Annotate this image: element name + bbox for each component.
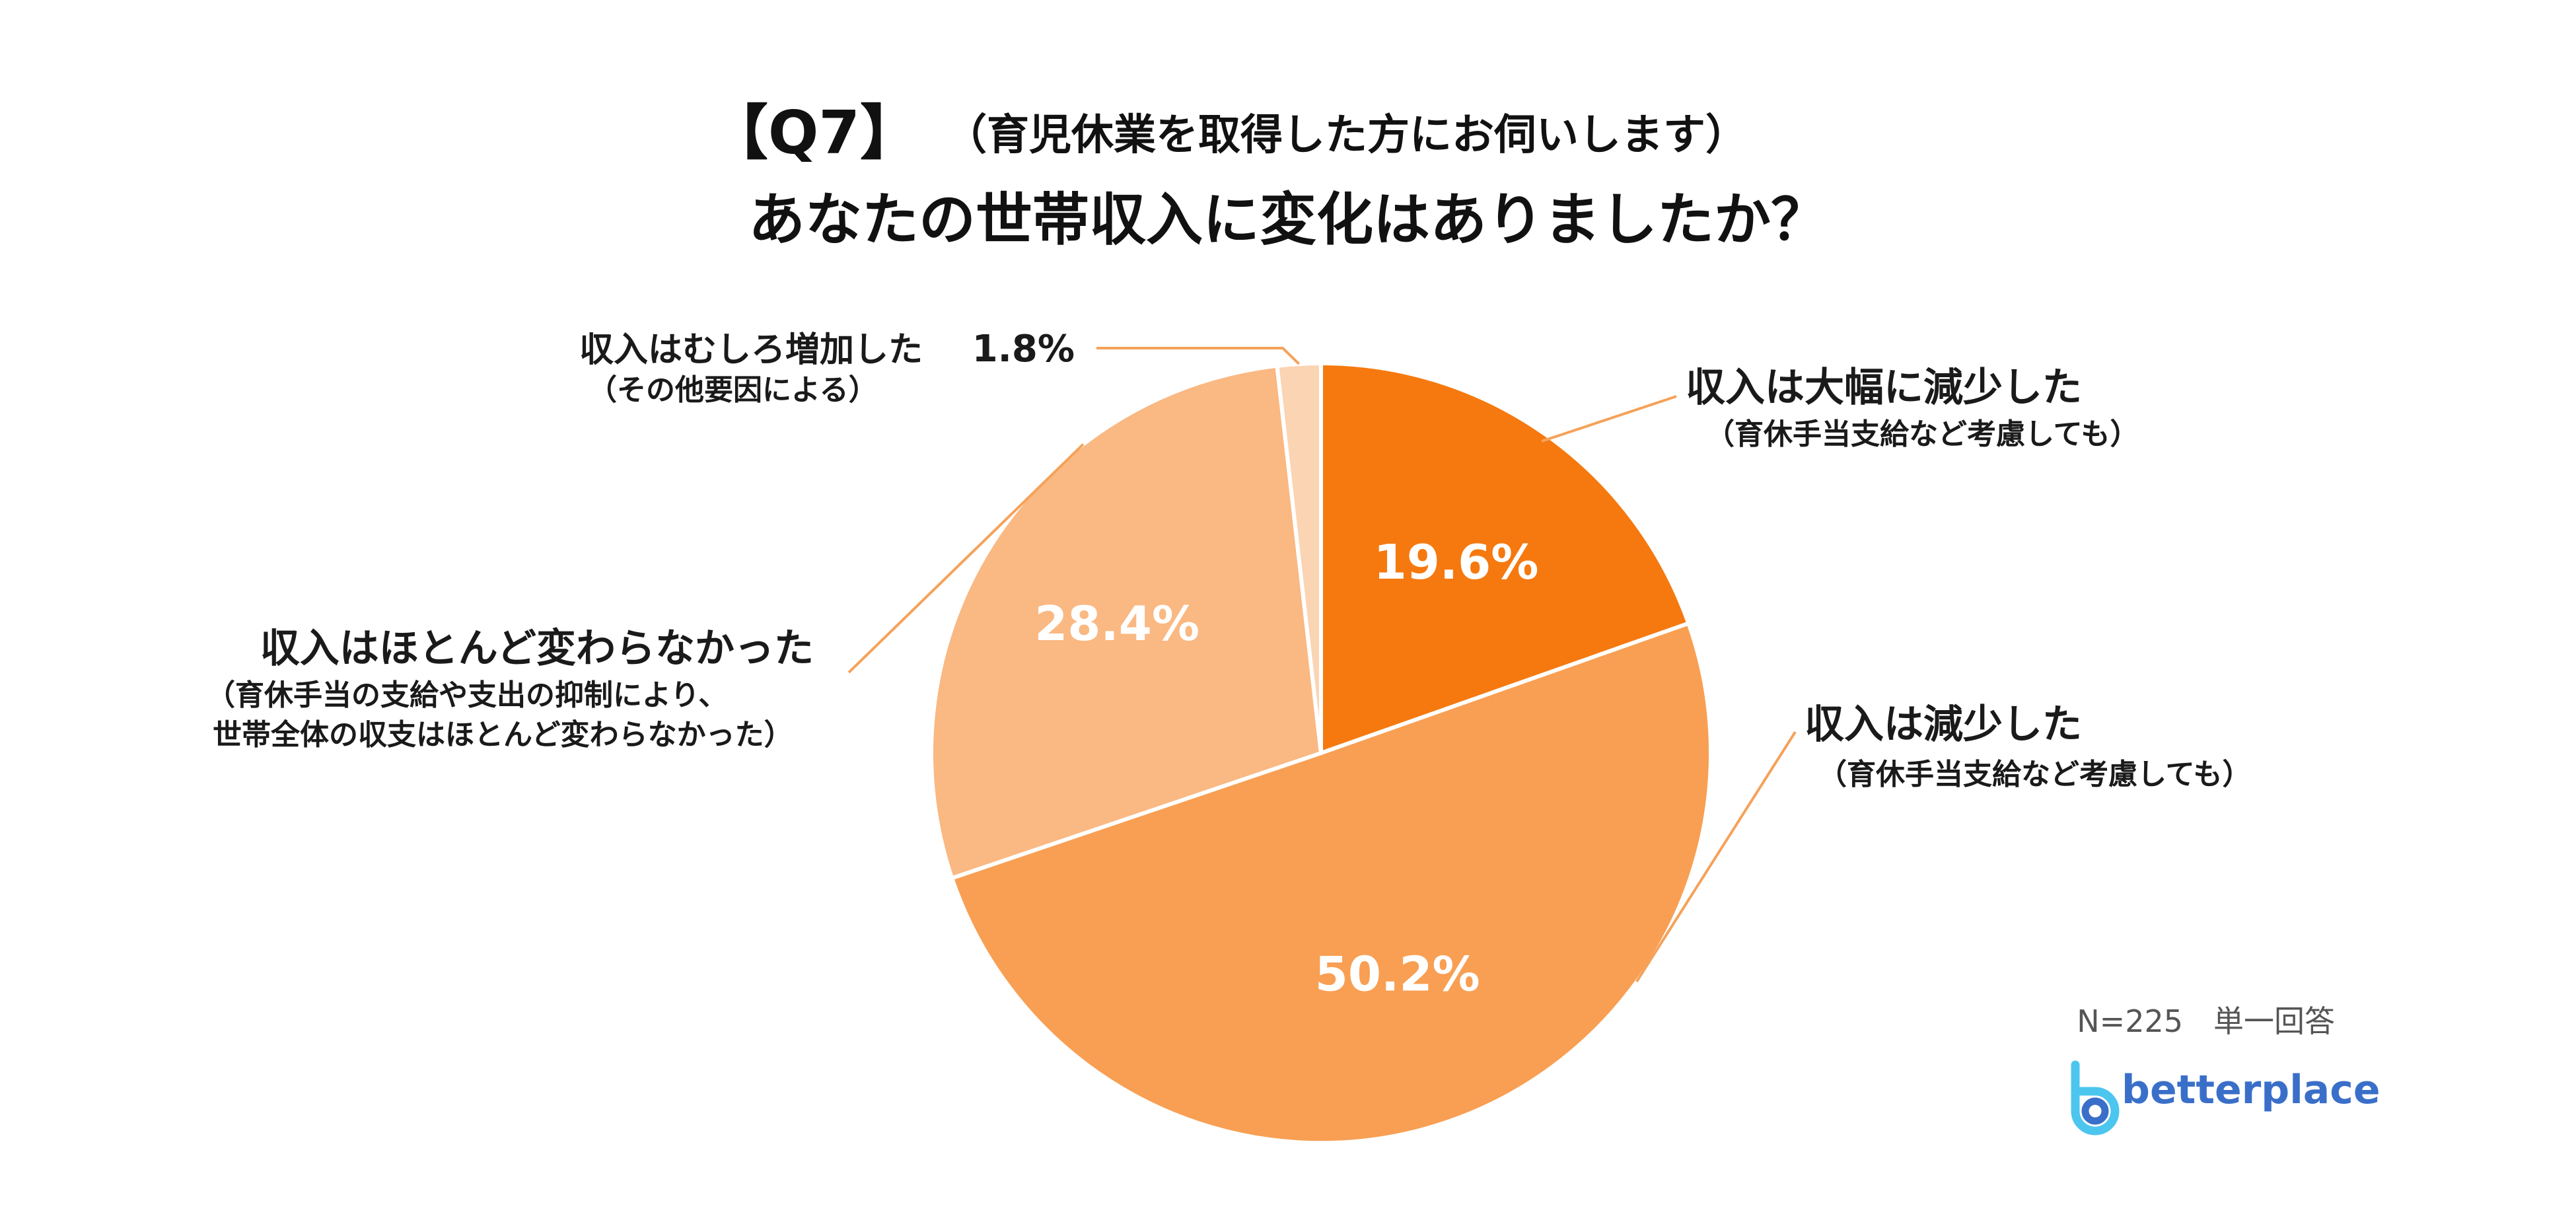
category-note-unchanged-line1: （育休手当の支給や支出の抑制により、	[206, 678, 727, 712]
betterplace-logo-icon	[2071, 1060, 2120, 1136]
category-label-decreased: 収入は減少した	[1805, 702, 2082, 748]
question-text: あなたの世帯収入に変化はありましたか？	[748, 187, 1828, 253]
leader-line-decreased	[1635, 731, 1797, 983]
value-label-increased: 1.8%	[972, 328, 1075, 371]
pie-slice-decreased	[949, 620, 1713, 1145]
category-label-increased: 収入はむしろ増加した	[579, 330, 923, 370]
brand-name: betterplace	[2122, 1067, 2380, 1113]
question-number: 【Q7】	[709, 98, 919, 168]
leader-lines	[847, 347, 1797, 983]
footer: N=225 単一回答 betterplace	[2071, 1003, 2380, 1136]
leader-line-increased	[1096, 347, 1301, 365]
value-label-decreased-greatly: 19.6%	[1374, 534, 1539, 590]
chart-title-block: 【Q7】 （育児休業を取得した方にお伺いします） あなたの世帯収入に変化はありま…	[709, 98, 1828, 253]
sample-size-note: N=225 単一回答	[2077, 1003, 2335, 1039]
category-note-unchanged-line2: 世帯全体の収支はほとんど変わらなかった）	[213, 718, 793, 752]
pie-value-labels: 19.6% 50.2% 28.4%	[1034, 534, 1538, 1002]
category-note-decreased: （育休手当支給など考慮しても）	[1818, 758, 2251, 791]
leader-line-decreased-greatly	[1541, 395, 1677, 443]
value-label-unchanged: 28.4%	[1034, 596, 1199, 651]
category-note-decreased-greatly: （育休手当支給など考慮しても）	[1705, 417, 2139, 451]
question-condition: （育児休業を取得した方にお伺いします）	[945, 111, 1748, 160]
category-labels: 収入は大幅に減少した （育休手当支給など考慮しても） 収入は減少した （育休手当…	[206, 328, 2251, 791]
category-note-increased: （その他要因による）	[588, 373, 878, 407]
pie-slice-unchanged	[929, 363, 1324, 881]
leader-line-unchanged	[847, 443, 1085, 674]
category-label-decreased-greatly: 収入は大幅に減少した	[1686, 365, 2082, 411]
pie-chart	[929, 361, 1713, 1145]
value-label-decreased: 50.2%	[1315, 947, 1480, 1002]
category-label-unchanged: 収入はほとんど変わらなかった	[260, 626, 814, 672]
